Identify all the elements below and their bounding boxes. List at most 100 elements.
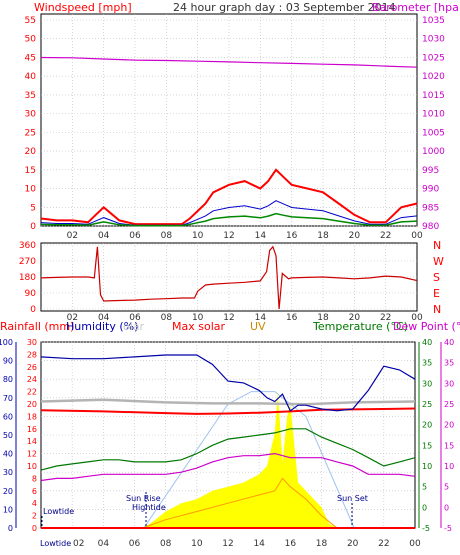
- hour-tick-label: 16: [286, 231, 298, 241]
- max-solar-line: [40, 407, 416, 415]
- dew-point-tick-label: 20: [444, 421, 454, 430]
- hour-tick-label: 10: [191, 539, 203, 549]
- barometer-tick-label: 1020: [422, 72, 445, 82]
- humidity-ticks: 0 10 20 30 40 50 60 70 80 90 100: [0, 338, 13, 533]
- panel1-windspeed-ticks: 0 5 10 15 20 25 30 35 40 45 50 55: [25, 16, 37, 232]
- temperature-tick-label: -5: [422, 524, 430, 533]
- hour-tick-label: 14: [255, 231, 267, 241]
- hour-tick-label: 18: [316, 539, 328, 549]
- temperature-tick-label: 20: [422, 421, 432, 430]
- rainfall-tick-label: 22: [27, 388, 37, 397]
- dew-point-tick-label: 0: [444, 503, 449, 512]
- hour-tick-label: 00: [409, 539, 421, 549]
- hour-tick-label: 12: [223, 313, 234, 323]
- hour-tick-label: 08: [160, 539, 172, 549]
- hightide-label: Hightide: [132, 503, 166, 512]
- lowtide-bottom-label: Lowtide: [40, 539, 71, 548]
- temperature-header: Temperature (°C): [312, 320, 408, 333]
- dew-point-tick-label: 10: [444, 462, 454, 471]
- panel2-hour-ticks: 02 04 06 08 10 12 14 16 18 20 22 00: [67, 313, 423, 323]
- rainfall-tick-label: 16: [27, 425, 37, 434]
- gust-baseline-line: [40, 212, 418, 227]
- humidity-header: Humidity (%): [66, 320, 138, 333]
- barometer-line: [40, 56, 418, 68]
- average-wind-line: [40, 200, 418, 226]
- windspeed-tick-label: 55: [25, 16, 36, 26]
- rainfall-header: Rainfall (mm): [0, 320, 74, 333]
- windspeed-tick-label: 5: [30, 203, 36, 213]
- direction-tick-label: 0: [30, 305, 36, 315]
- windspeed-tick-label: 0: [30, 222, 36, 232]
- windspeed-tick-label: 15: [25, 166, 36, 176]
- humidity-tick-label: 30: [3, 468, 13, 477]
- uv-header: UV: [250, 320, 266, 333]
- hour-tick-label: 04: [98, 539, 110, 549]
- rainfall-tick-label: 8: [32, 474, 37, 483]
- hour-tick-label: 00: [411, 231, 423, 241]
- dew-point-tick-label: 5: [444, 483, 449, 492]
- hour-tick-label: 14: [253, 539, 265, 549]
- hour-tick-label: 10: [192, 231, 204, 241]
- graph-title: 24 hour graph day : 03 September 2014: [173, 1, 396, 14]
- rainfall-tick-label: 12: [27, 450, 37, 459]
- lowtide-top-label: Lowtide: [43, 507, 74, 516]
- compass-label: N: [433, 303, 441, 316]
- windspeed-tick-label: 35: [25, 91, 36, 101]
- rainfall-tick-label: 28: [27, 350, 37, 359]
- solar-faded-header: olar: [123, 320, 145, 333]
- dew-point-tick-label: 15: [444, 441, 454, 450]
- temperature-tick-label: 10: [422, 462, 432, 471]
- panel3-annotations: Lowtide Sun Rise Hightide Sun Set Lowtid…: [40, 492, 368, 548]
- dew-point-ticks: -5 0 5 10 15 20 25 30 35 40: [444, 338, 454, 533]
- rainfall-tick-label: 26: [27, 363, 37, 372]
- panel1-series: [40, 56, 418, 227]
- hour-tick-label: 20: [349, 231, 361, 241]
- panel2-series: [40, 245, 418, 310]
- hour-tick-label: 22: [380, 313, 391, 323]
- direction-tick-label: 180: [19, 273, 36, 283]
- barometer-axis-label: Barometer [hpa]: [372, 1, 460, 14]
- temperature-tick-label: 25: [422, 400, 432, 409]
- hour-tick-label: 06: [129, 313, 141, 323]
- max-solar-header: Max solar: [172, 320, 225, 333]
- barometer-tick-label: 995: [422, 166, 439, 176]
- hour-tick-label: 12: [223, 231, 234, 241]
- compass-label: W: [433, 255, 444, 268]
- hour-tick-label: 22: [378, 539, 389, 549]
- rainfall-tick-label: 24: [27, 375, 37, 384]
- rainfall-tick-label: 0: [32, 524, 37, 533]
- hour-tick-label: 22: [380, 231, 391, 241]
- rainfall-tick-label: 14: [27, 437, 37, 446]
- windspeed-tick-label: 30: [25, 110, 37, 120]
- hour-tick-label: 20: [347, 539, 359, 549]
- direction-tick-label: 270: [19, 257, 36, 267]
- barometer-tick-label: 1005: [422, 128, 445, 138]
- compass-label: N: [433, 239, 441, 252]
- humidity-tick-label: 90: [3, 357, 13, 366]
- dew-point-tick-label: 40: [444, 338, 454, 347]
- humidity-tick-label: 40: [3, 450, 13, 459]
- temperature-tick-label: 0: [422, 503, 427, 512]
- rainfall-tick-label: 20: [27, 400, 37, 409]
- hour-tick-label: 20: [349, 313, 361, 323]
- barometer-tick-label: 980: [422, 222, 439, 232]
- wind-direction-line: [40, 245, 418, 310]
- humidity-tick-label: 60: [3, 412, 13, 421]
- rainfall-tick-label: 6: [32, 487, 37, 496]
- windspeed-tick-label: 45: [25, 53, 36, 63]
- hour-tick-label: 04: [98, 231, 110, 241]
- temperature-tick-label: 30: [422, 379, 432, 388]
- max-humidity-band: [40, 398, 416, 406]
- panel3-hour-ticks: 04 06 08 10 12 14 16 18 20 22 00 02: [73, 539, 421, 549]
- dew-point-tick-label: 30: [444, 379, 454, 388]
- solar-area: [41, 391, 415, 528]
- dew-point-tick-label: -5: [444, 524, 452, 533]
- sunset-label: Sun Set: [337, 494, 368, 503]
- barometer-tick-label: 990: [422, 185, 439, 195]
- barometer-tick-label: 985: [422, 203, 439, 213]
- temperature-line: [40, 428, 416, 471]
- uv-line: [41, 477, 415, 529]
- dew-point-tick-label: 25: [444, 400, 454, 409]
- windspeed-tick-label: 25: [25, 128, 36, 138]
